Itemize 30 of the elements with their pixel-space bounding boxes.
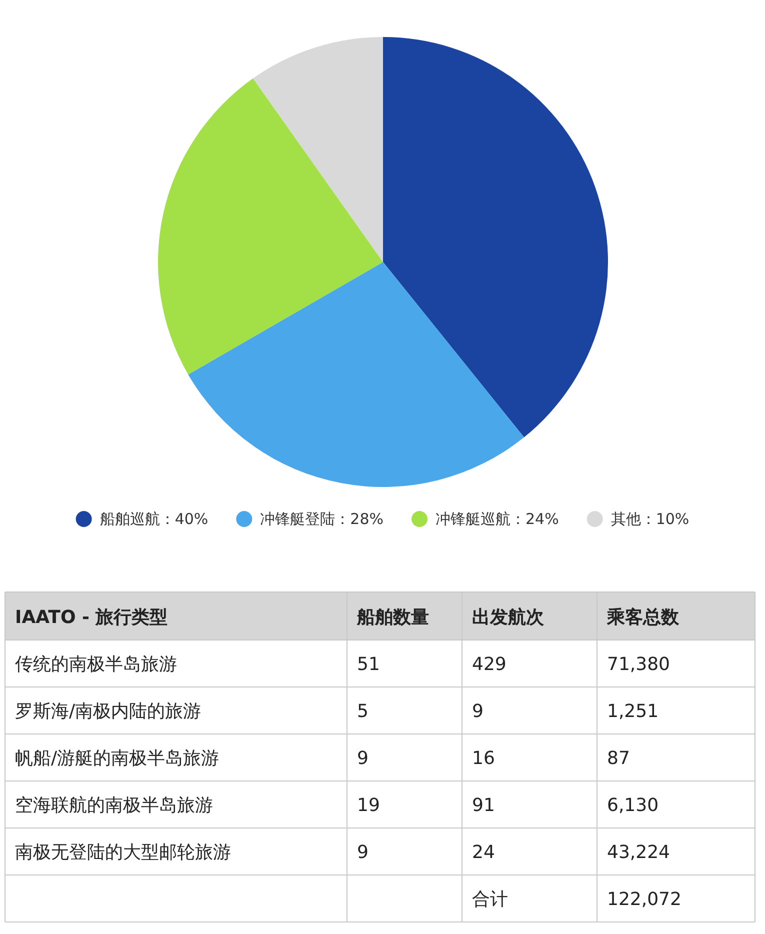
category-label: 罗斯海/南极内陆的旅游	[15, 701, 202, 722]
legend-label: 冲锋艇巡航：24%	[436, 510, 559, 528]
category-label: 船舶数量	[356, 607, 429, 628]
text: 43,224	[607, 842, 670, 863]
text: 9	[357, 748, 368, 769]
text: 24	[472, 842, 495, 863]
category-label: 空海联航的南极半岛旅游	[15, 795, 213, 816]
text: 429	[472, 654, 506, 675]
category-label: 乘客总数	[606, 607, 680, 628]
text: 5	[357, 701, 368, 722]
text: 91	[472, 795, 495, 816]
legend-label: 冲锋艇登陆：28%	[260, 510, 384, 528]
category-label: 帆船/游艇的南极半岛旅游	[15, 748, 220, 769]
text: 87	[607, 748, 630, 769]
category-label: 南极无登陆的大型邮轮旅游	[15, 842, 231, 863]
category-label: IAATO - 旅行类型	[15, 607, 168, 628]
category-label: 传统的南极半岛旅游	[15, 654, 177, 675]
text: 6,130	[607, 795, 659, 816]
text: 51	[357, 654, 380, 675]
legend-label: 船舶巡航：40%	[100, 510, 208, 528]
text: 9	[472, 701, 484, 722]
text: 9	[357, 842, 368, 863]
text: 1,251	[607, 701, 659, 722]
text: 122,072	[607, 889, 682, 910]
text: 19	[357, 795, 380, 816]
text: 16	[472, 748, 495, 769]
legend-label: 其他：10%	[610, 510, 690, 528]
text: 合计	[472, 889, 508, 910]
text: 71,380	[607, 654, 670, 675]
category-label: 出发航次	[472, 607, 545, 628]
